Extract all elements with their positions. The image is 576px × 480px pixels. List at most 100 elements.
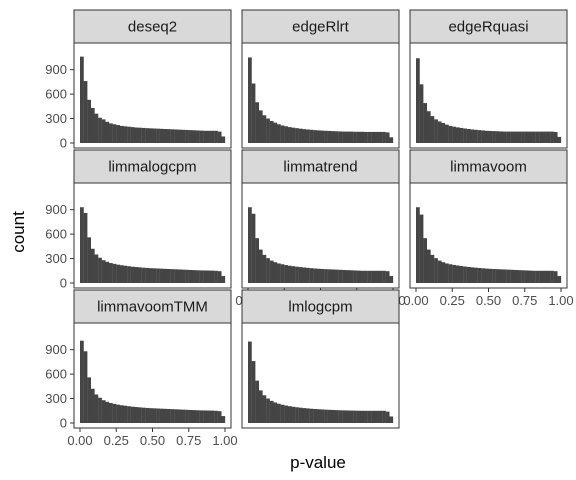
histogram-bar [335, 131, 339, 143]
histogram-bar [156, 268, 160, 283]
histogram-bar [313, 268, 318, 283]
histogram-bar [167, 268, 171, 283]
histogram-bar [474, 267, 478, 283]
histogram-bar [455, 127, 460, 143]
histogram-bar [206, 270, 211, 283]
histogram-bar [141, 407, 146, 423]
histogram-bar [306, 408, 310, 423]
histogram-bar [441, 123, 446, 143]
histogram-bar [309, 129, 314, 143]
histogram-bar [255, 102, 260, 143]
histogram-bar [210, 410, 215, 423]
histogram-bar [385, 271, 390, 283]
histogram-bar [331, 269, 336, 283]
histogram-bar [177, 269, 182, 283]
histogram-bar [90, 107, 95, 143]
histogram-bar [119, 265, 124, 283]
histogram-bar [316, 130, 321, 143]
facet-strip [73, 289, 232, 324]
histogram-bar [116, 264, 121, 283]
histogram-bar [517, 270, 522, 283]
histogram-bar [342, 131, 347, 143]
histogram-bar [174, 269, 179, 283]
histogram-bar [119, 405, 124, 423]
histogram-bar [134, 267, 139, 283]
histogram-bar [284, 126, 289, 143]
x-tick-label: 1.00 [548, 293, 573, 308]
histogram-bar [123, 265, 128, 283]
histogram-bar [364, 270, 368, 283]
histogram-bar [87, 237, 92, 283]
histogram-bar [349, 410, 354, 423]
facet-strip-label: limmalogcpm [108, 159, 196, 176]
histogram-bar [553, 271, 558, 283]
histogram-bar [477, 268, 482, 283]
histogram-bar [506, 269, 511, 283]
histogram-bar [455, 265, 460, 283]
histogram-bar [316, 409, 321, 423]
histogram-bar [119, 125, 124, 143]
histogram-bar [266, 398, 270, 423]
histogram-bar [273, 262, 278, 283]
histogram-bar [320, 268, 325, 283]
y-tick-label: 900 [45, 342, 67, 357]
histogram-bar [430, 254, 435, 283]
histogram-bar [542, 270, 547, 283]
histogram-bar [199, 130, 204, 143]
facet-strip [241, 9, 400, 44]
histogram-bar [437, 260, 442, 283]
facet-strip-label: limmavoom [450, 159, 527, 176]
histogram-bar [360, 410, 365, 423]
histogram-bar [532, 131, 536, 143]
histogram-bar [430, 116, 435, 143]
histogram-bar [356, 410, 361, 423]
histogram-bar [258, 249, 263, 283]
histogram-bar [342, 410, 347, 423]
histogram-bar [499, 131, 504, 143]
histogram-bar [546, 270, 551, 283]
histogram-bar [287, 265, 292, 283]
histogram-bar [353, 131, 357, 143]
histogram-bar [327, 269, 332, 283]
histogram-bar [448, 125, 453, 143]
histogram-bar [80, 207, 84, 283]
histogram-bar [105, 261, 110, 283]
histogram-bar [130, 266, 135, 283]
histogram-bar [280, 404, 285, 423]
histogram-bar [338, 269, 343, 283]
facet-panel-lmlogcpm: lmlogcpm [241, 289, 400, 429]
histogram-bar [206, 130, 211, 143]
histogram-bar [116, 125, 121, 143]
histogram-bar [123, 126, 128, 143]
histogram-bar [539, 270, 544, 283]
histogram-bar [251, 361, 256, 423]
histogram-bar [385, 411, 390, 423]
y-tick-label: 0 [60, 416, 67, 431]
histogram-bar [217, 271, 222, 283]
histogram-bar [112, 403, 117, 423]
histogram-bar [94, 113, 99, 143]
histogram-bar [280, 264, 285, 283]
histogram-bar [316, 268, 321, 283]
histogram-bar [517, 131, 522, 143]
histogram-bar [167, 129, 171, 143]
histogram-bar [306, 267, 310, 283]
histogram-bar [192, 130, 197, 143]
histogram-bar [320, 130, 325, 143]
histogram-bar [416, 58, 420, 144]
histogram-bar [335, 269, 339, 283]
histogram-bar [521, 270, 525, 283]
histogram-bar [298, 267, 303, 283]
histogram-bar [277, 403, 281, 423]
histogram-bar [156, 408, 160, 423]
facet-strip [73, 9, 232, 44]
histogram-bar [148, 408, 153, 423]
facet-strip [241, 289, 400, 324]
histogram-bar [298, 128, 303, 143]
histogram-bar [163, 408, 168, 423]
histogram-bar [367, 131, 372, 143]
histogram-bar [152, 268, 157, 283]
histogram-bar [134, 407, 139, 423]
histogram-bar [313, 408, 318, 423]
histogram-bar [364, 131, 368, 143]
